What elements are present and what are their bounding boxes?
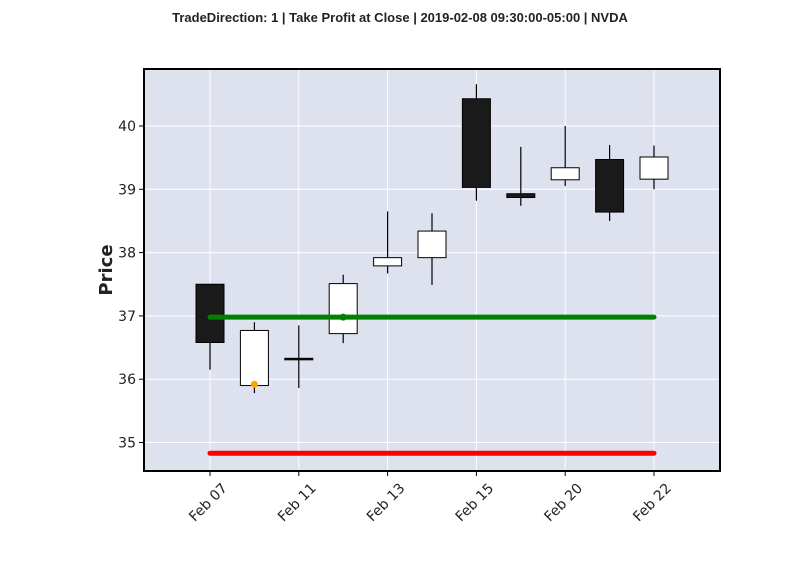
- candle: [284, 325, 314, 389]
- y-tick-label: 37: [118, 309, 136, 325]
- candle-body-down: [461, 98, 491, 188]
- plot-frame: [143, 68, 721, 472]
- x-tick-label: Feb 11: [275, 481, 320, 526]
- y-tick-label: 35: [118, 436, 136, 452]
- y-axis-label: Price: [96, 244, 117, 295]
- y-tick-label: 40: [118, 119, 136, 135]
- candle-body-up: [550, 167, 580, 181]
- x-tick-label: Feb 22: [630, 481, 675, 526]
- level-lines: [207, 314, 657, 456]
- candle: [328, 274, 358, 344]
- chart-title: TradeDirection: 1 | Take Profit at Close…: [172, 10, 628, 25]
- x-axis-ticks: Feb 07 Feb 11 Feb 13 Feb 15 Feb 20 Feb 22: [186, 471, 675, 525]
- candle-body-down: [195, 283, 225, 343]
- x-tick-label: Feb 20: [541, 481, 586, 526]
- y-tick-label: 38: [118, 246, 136, 262]
- entry-marker: [250, 380, 258, 388]
- candle-body-down: [595, 159, 625, 213]
- trade-markers: [250, 313, 347, 388]
- x-tick-label: Feb 07: [186, 481, 231, 526]
- candle: [417, 213, 447, 285]
- x-tick-label: Feb 15: [453, 481, 498, 526]
- candles: [195, 84, 669, 394]
- candle-body-down: [284, 357, 314, 361]
- candle: [373, 211, 403, 274]
- candle: [506, 146, 536, 206]
- candle: [461, 84, 491, 201]
- candle: [550, 125, 580, 187]
- candle-body-up: [328, 283, 358, 335]
- y-tick-label: 39: [118, 182, 136, 198]
- candle-body-up: [239, 329, 269, 387]
- candle: [639, 145, 669, 190]
- candle-body-up: [417, 230, 447, 259]
- candle-body-up: [639, 156, 669, 180]
- exit-marker: [339, 313, 347, 321]
- candle: [595, 144, 625, 221]
- y-tick-label: 36: [118, 372, 136, 388]
- candle: [195, 283, 225, 370]
- candle-body-down: [506, 193, 536, 199]
- candle: [239, 322, 269, 394]
- y-axis-ticks: 35 36 37 38 39 40: [118, 119, 144, 452]
- candle-body-up: [373, 257, 403, 267]
- x-tick-label: Feb 13: [364, 481, 409, 526]
